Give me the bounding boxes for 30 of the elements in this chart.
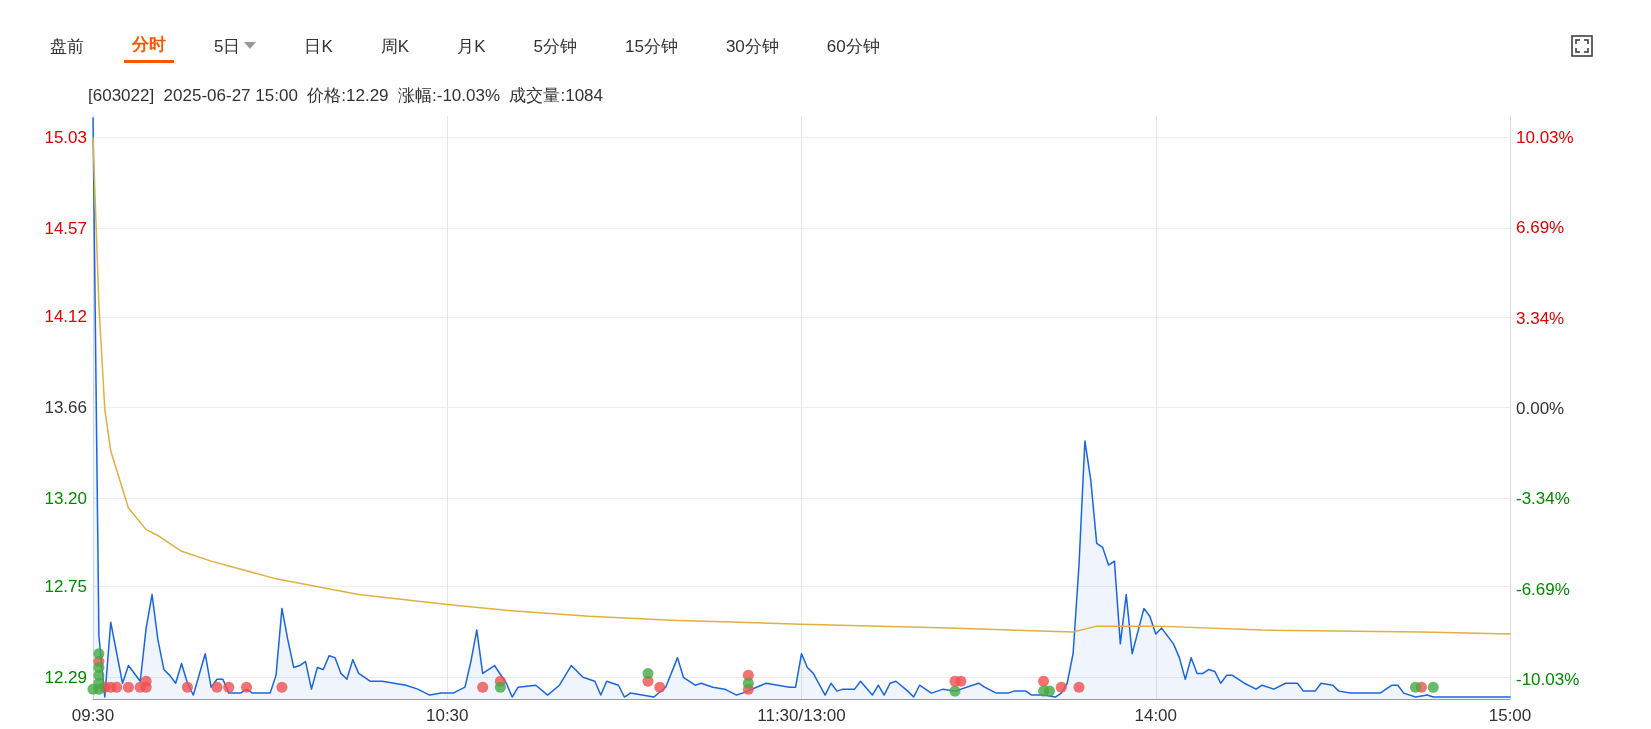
text: 盘前 bbox=[49, 35, 85, 58]
y-tick-label: 15.03 bbox=[44, 128, 87, 148]
text: 30分钟 bbox=[724, 35, 780, 58]
x-tick-label: 15:00 bbox=[1488, 706, 1532, 725]
text: 月K bbox=[456, 35, 487, 58]
x-tick-label: 11:30/13:00 bbox=[757, 706, 846, 725]
text: 5日 bbox=[213, 35, 242, 58]
y2-tick-label: 10.03% bbox=[1516, 128, 1574, 148]
text: 周K bbox=[379, 35, 411, 58]
y2-tick-label: -6.69% bbox=[1516, 579, 1570, 599]
y-tick-label: 14.12 bbox=[44, 307, 87, 327]
y-tick-label: 14.57 bbox=[44, 218, 87, 238]
x-tick-label: 10:30 bbox=[425, 706, 469, 725]
y2-tick-label: 6.69% bbox=[1516, 218, 1565, 238]
y-tick-label: 12.29 bbox=[44, 667, 87, 687]
x-tick-label: 09:30 bbox=[71, 706, 115, 725]
y2-tick-label: -10.03% bbox=[1516, 669, 1580, 689]
y2-tick-label: -3.34% bbox=[1516, 489, 1570, 509]
chart-title: [603022] 2025-06-27 15:00 价格:12.29 涨幅:-10.03% 成交量:1084 bbox=[88, 85, 604, 107]
y2-tick-label: 3.34% bbox=[1516, 308, 1565, 328]
text: 日K bbox=[303, 35, 334, 58]
y-tick-label: 12.75 bbox=[44, 577, 87, 597]
text: 15分钟 bbox=[623, 35, 679, 58]
text: 5分钟 bbox=[532, 35, 578, 58]
y-tick-label: 13.20 bbox=[44, 488, 87, 508]
text: 60分钟 bbox=[825, 35, 881, 58]
y2-tick-label: 0.00% bbox=[1516, 398, 1565, 418]
text: 分时 bbox=[124, 29, 174, 63]
y-tick-label: 13.66 bbox=[44, 398, 87, 417]
x-tick-label: 14:00 bbox=[1134, 706, 1178, 725]
